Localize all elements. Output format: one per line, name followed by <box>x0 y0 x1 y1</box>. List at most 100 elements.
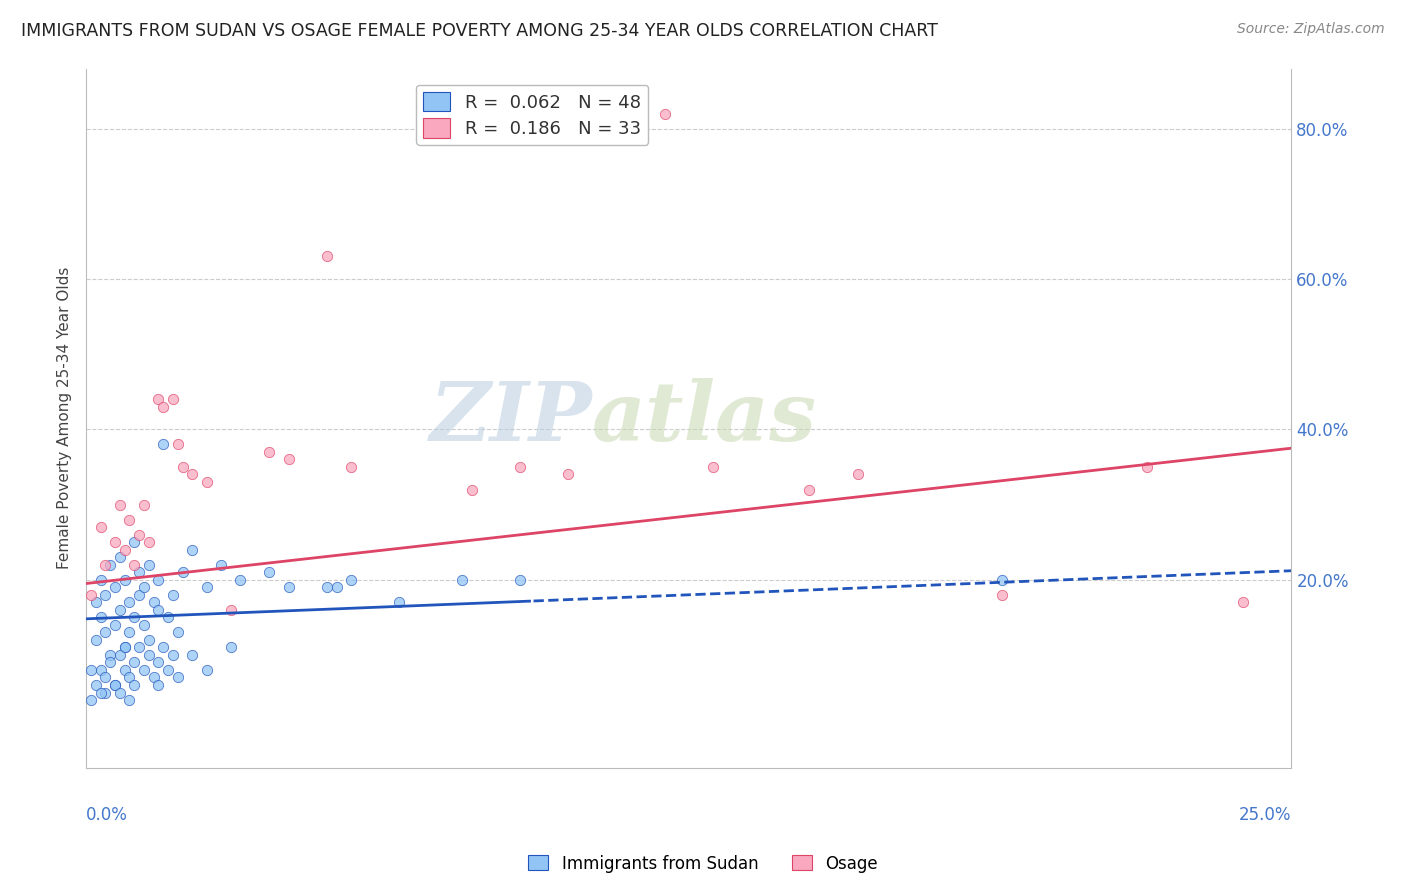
Point <box>340 460 363 475</box>
Point <box>148 573 170 587</box>
Point <box>132 498 155 512</box>
Point <box>84 632 107 647</box>
Point <box>557 467 579 482</box>
Point <box>277 452 299 467</box>
Point <box>132 618 155 632</box>
Point <box>90 663 112 677</box>
Point <box>118 595 141 609</box>
Point <box>104 535 127 549</box>
Point <box>94 685 117 699</box>
Point <box>128 640 150 655</box>
Point <box>108 603 131 617</box>
Point <box>114 663 136 677</box>
Point <box>80 588 103 602</box>
Point <box>157 610 180 624</box>
Text: 25.0%: 25.0% <box>1239 806 1292 824</box>
Point <box>128 566 150 580</box>
Point <box>94 625 117 640</box>
Point <box>114 640 136 655</box>
Point <box>157 663 180 677</box>
Point <box>124 610 146 624</box>
Point <box>172 566 194 580</box>
Text: 0.0%: 0.0% <box>86 806 128 824</box>
Point <box>84 595 107 609</box>
Point <box>128 588 150 602</box>
Point <box>80 663 103 677</box>
Point <box>104 580 127 594</box>
Point <box>1136 460 1159 475</box>
Point <box>90 685 112 699</box>
Point <box>90 610 112 624</box>
Point <box>118 671 141 685</box>
Point <box>114 640 136 655</box>
Legend: R =  0.062   N = 48, R =  0.186   N = 33: R = 0.062 N = 48, R = 0.186 N = 33 <box>416 85 648 145</box>
Point <box>128 527 150 541</box>
Point <box>104 618 127 632</box>
Point <box>229 573 252 587</box>
Point <box>509 460 531 475</box>
Point <box>846 467 869 482</box>
Point <box>181 542 204 557</box>
Point <box>195 475 218 489</box>
Point <box>162 392 184 407</box>
Point <box>172 460 194 475</box>
Point <box>114 573 136 587</box>
Point <box>148 392 170 407</box>
Point <box>148 603 170 617</box>
Point <box>98 558 121 572</box>
Point <box>94 588 117 602</box>
Point <box>166 671 188 685</box>
Point <box>108 685 131 699</box>
Point <box>94 671 117 685</box>
Point <box>138 648 160 662</box>
Point <box>316 580 339 594</box>
Point <box>114 542 136 557</box>
Point <box>259 566 281 580</box>
Point <box>108 648 131 662</box>
Point <box>451 573 474 587</box>
Point <box>80 693 103 707</box>
Point <box>219 640 242 655</box>
Point <box>90 520 112 534</box>
Point <box>124 656 146 670</box>
Point <box>98 648 121 662</box>
Point <box>148 678 170 692</box>
Point <box>108 498 131 512</box>
Text: Source: ZipAtlas.com: Source: ZipAtlas.com <box>1237 22 1385 37</box>
Point <box>142 595 165 609</box>
Point <box>118 693 141 707</box>
Point <box>148 656 170 670</box>
Point <box>132 663 155 677</box>
Text: atlas: atlas <box>592 378 817 458</box>
Point <box>162 648 184 662</box>
Point <box>509 573 531 587</box>
Point <box>84 678 107 692</box>
Point <box>142 671 165 685</box>
Text: IMMIGRANTS FROM SUDAN VS OSAGE FEMALE POVERTY AMONG 25-34 YEAR OLDS CORRELATION : IMMIGRANTS FROM SUDAN VS OSAGE FEMALE PO… <box>21 22 938 40</box>
Point <box>104 678 127 692</box>
Point <box>195 580 218 594</box>
Point <box>195 663 218 677</box>
Point <box>98 656 121 670</box>
Point <box>259 445 281 459</box>
Point <box>132 580 155 594</box>
Point <box>152 640 174 655</box>
Point <box>461 483 484 497</box>
Point <box>702 460 724 475</box>
Point <box>162 588 184 602</box>
Point <box>316 250 339 264</box>
Point <box>209 558 232 572</box>
Point <box>138 535 160 549</box>
Point <box>118 625 141 640</box>
Point <box>94 558 117 572</box>
Point <box>991 588 1014 602</box>
Text: ZIP: ZIP <box>430 378 592 458</box>
Point <box>90 573 112 587</box>
Point <box>219 603 242 617</box>
Point <box>166 625 188 640</box>
Y-axis label: Female Poverty Among 25-34 Year Olds: Female Poverty Among 25-34 Year Olds <box>58 267 72 569</box>
Point <box>138 632 160 647</box>
Point <box>138 558 160 572</box>
Point <box>124 678 146 692</box>
Point <box>991 573 1014 587</box>
